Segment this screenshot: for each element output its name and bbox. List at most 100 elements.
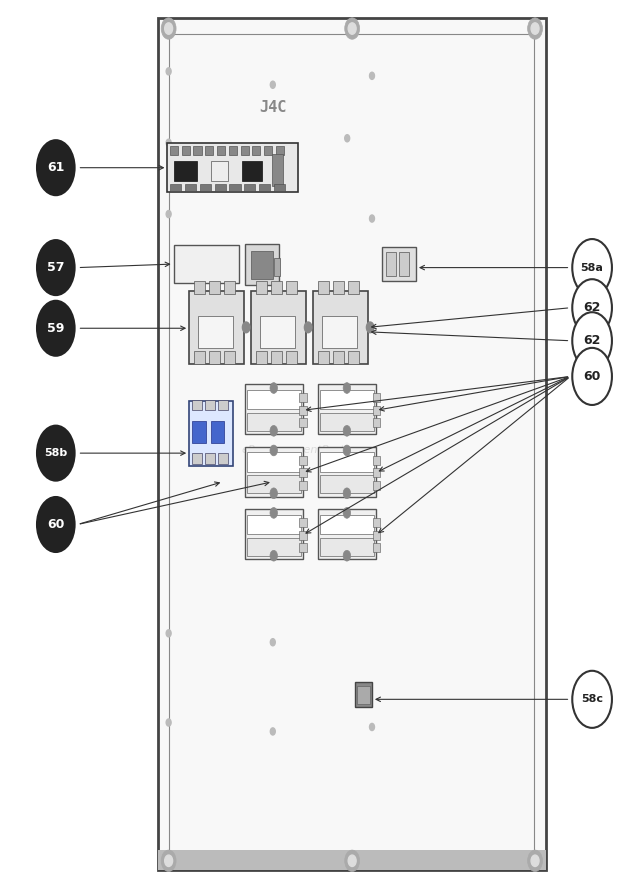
Circle shape [166, 68, 171, 75]
Bar [348, 281, 359, 294]
Bar [399, 252, 409, 276]
Bar [198, 316, 232, 348]
Bar [170, 146, 178, 155]
Bar [357, 686, 370, 704]
Bar [218, 400, 228, 410]
Text: 59: 59 [47, 322, 64, 334]
Circle shape [270, 81, 275, 88]
Bar [299, 531, 307, 540]
Circle shape [572, 348, 612, 405]
Bar [209, 351, 220, 364]
Bar [174, 161, 197, 181]
Circle shape [166, 630, 171, 637]
Bar [276, 146, 284, 155]
Bar [167, 143, 298, 192]
Bar [318, 351, 329, 364]
Bar [274, 184, 285, 191]
Bar [193, 146, 202, 155]
Bar [271, 351, 282, 364]
Text: 60: 60 [583, 370, 601, 383]
Bar [382, 247, 416, 281]
Bar [247, 413, 301, 431]
Bar [245, 384, 303, 434]
Bar [373, 406, 380, 415]
Text: 57: 57 [47, 261, 64, 274]
Bar [189, 291, 244, 364]
Bar [299, 518, 307, 527]
Bar [247, 390, 301, 409]
Bar [333, 281, 344, 294]
Circle shape [304, 322, 312, 333]
Bar [251, 251, 273, 279]
Text: 58b: 58b [44, 448, 68, 458]
Bar [247, 452, 301, 472]
Circle shape [270, 488, 278, 499]
Circle shape [242, 322, 250, 333]
Text: 62: 62 [583, 334, 601, 347]
Circle shape [36, 425, 76, 482]
Circle shape [36, 239, 76, 296]
Bar [299, 543, 307, 552]
Bar [217, 146, 225, 155]
Circle shape [166, 139, 171, 146]
Bar [386, 252, 396, 276]
Bar [348, 351, 359, 364]
Bar [373, 393, 380, 402]
Circle shape [572, 671, 612, 728]
Circle shape [348, 855, 356, 866]
Bar [272, 154, 283, 186]
Bar [274, 258, 280, 276]
Circle shape [161, 850, 176, 871]
Bar [318, 281, 329, 294]
Circle shape [528, 850, 542, 871]
Circle shape [343, 383, 351, 393]
Circle shape [370, 72, 374, 79]
Bar [256, 351, 267, 364]
Bar [313, 291, 368, 364]
Circle shape [166, 211, 171, 218]
Circle shape [270, 639, 275, 646]
Circle shape [270, 728, 275, 735]
Bar [299, 418, 307, 427]
Bar [355, 682, 372, 707]
Text: J4C: J4C [259, 100, 286, 114]
Bar [192, 453, 202, 464]
Bar [194, 351, 205, 364]
Bar [271, 281, 282, 294]
Bar [182, 146, 190, 155]
Bar [192, 400, 202, 410]
Bar [333, 351, 344, 364]
Circle shape [270, 425, 278, 436]
Circle shape [36, 300, 76, 357]
Bar [252, 146, 260, 155]
Circle shape [343, 445, 351, 456]
Bar [373, 468, 380, 477]
Bar [158, 850, 546, 870]
Bar [320, 475, 374, 493]
Bar [229, 184, 241, 191]
Bar [260, 316, 294, 348]
Bar [247, 515, 301, 534]
Circle shape [572, 312, 612, 369]
Bar [259, 184, 270, 191]
Bar [299, 406, 307, 415]
Bar [245, 447, 303, 497]
Circle shape [270, 445, 278, 456]
Bar [211, 421, 224, 443]
Circle shape [345, 135, 350, 142]
Circle shape [528, 18, 542, 39]
Bar [209, 281, 220, 294]
Circle shape [348, 23, 356, 34]
Bar [224, 281, 235, 294]
Bar [215, 184, 226, 191]
Circle shape [36, 496, 76, 553]
Bar [320, 538, 374, 556]
Bar [200, 184, 211, 191]
Bar [373, 531, 380, 540]
Bar [373, 518, 380, 527]
Bar [169, 34, 534, 854]
Text: 58a: 58a [581, 262, 603, 273]
Bar [320, 413, 374, 431]
Circle shape [270, 508, 278, 518]
Text: 58c: 58c [581, 694, 603, 705]
